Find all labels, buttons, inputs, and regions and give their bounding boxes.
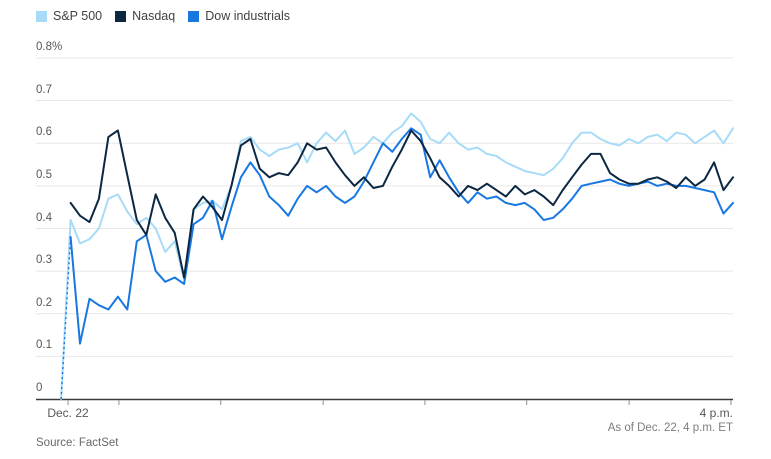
legend-label-dow: Dow industrials [205, 9, 290, 23]
line-sp500 [60, 112, 734, 400]
legend-label-sp500: S&P 500 [53, 9, 103, 23]
y-axis-label: 0 [36, 382, 43, 394]
y-axis-label: 0.3 [36, 254, 52, 267]
line-nasdaq [69, 129, 734, 279]
legend-item-sp500: S&P 500 [36, 9, 102, 23]
x-axis-start-label: Dec. 22 [47, 406, 89, 420]
line-dow [69, 127, 734, 345]
legend-item-nasdaq: Nasdaq [115, 9, 175, 23]
y-axis-label: 0.1 [36, 339, 52, 352]
legend-label-nasdaq: Nasdaq [132, 9, 176, 23]
x-axis-end-label: 4 p.m. [699, 406, 733, 420]
y-axis-label: 0.2 [36, 296, 52, 309]
y-axis-label: 0.5 [36, 168, 52, 181]
legend-swatch-sp500-icon [36, 10, 47, 22]
legend-item-dow: Dow industrials [188, 9, 290, 23]
y-axis-label: 0.4 [36, 211, 52, 224]
y-axis-label: 0.8% [36, 41, 63, 53]
as-of-note: As of Dec. 22, 4 p.m. ET [607, 422, 733, 434]
legend-swatch-dow-icon [188, 10, 200, 22]
source-note: Source: FactSet [36, 437, 119, 449]
y-axis-label: 0.6 [36, 126, 52, 139]
y-axis-label: 0.7 [36, 83, 52, 96]
chart-legend: S&P 500 Nasdaq Dow industrials [36, 9, 290, 23]
line-open-dashed-dow [60, 236, 72, 400]
legend-swatch-nasdaq-icon [115, 10, 127, 22]
